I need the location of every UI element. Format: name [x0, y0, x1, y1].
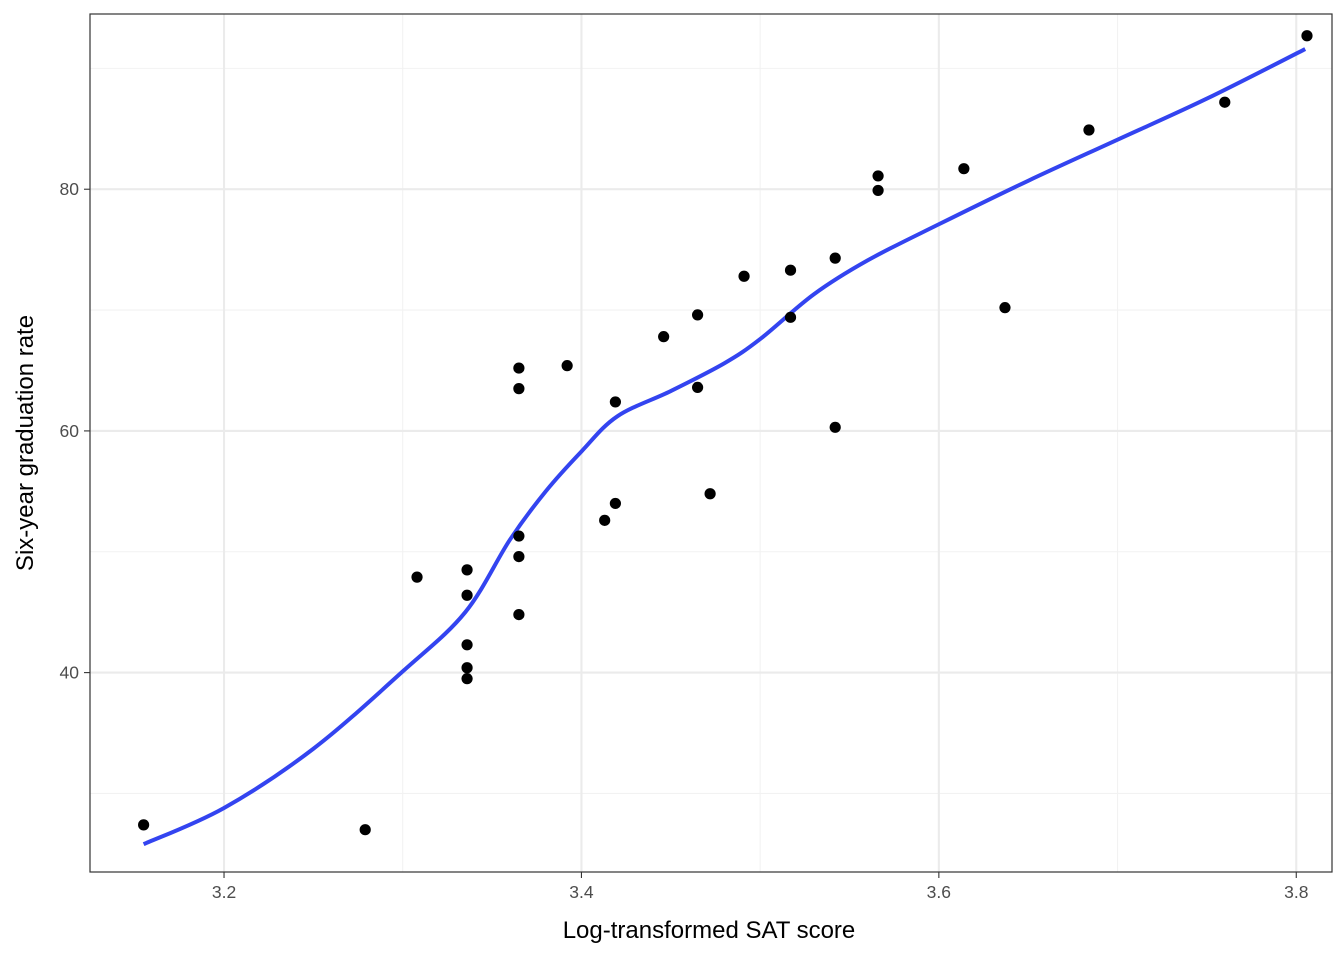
data-point	[599, 514, 611, 526]
points-layer	[138, 30, 1313, 836]
y-tick-label: 80	[60, 179, 80, 199]
data-point	[461, 589, 473, 601]
minor-gridlines	[90, 14, 1332, 872]
data-point	[704, 488, 716, 500]
smooth-layer	[142, 47, 1307, 847]
data-point	[461, 639, 473, 651]
panel-background	[90, 14, 1332, 872]
x-tick-label: 3.2	[212, 882, 236, 902]
data-point	[691, 381, 704, 394]
data-point	[784, 311, 797, 323]
data-point	[513, 362, 525, 374]
data-point	[691, 309, 704, 321]
x-axis: 3.2 3.4 3.6 3.8	[212, 872, 1308, 902]
data-point	[958, 163, 970, 175]
x-tick-label: 3.8	[1284, 882, 1308, 902]
data-point	[1083, 124, 1095, 136]
y-tick-label: 60	[60, 421, 80, 441]
data-point	[872, 184, 884, 197]
data-point	[513, 383, 525, 395]
y-axis-title: Six-year graduation rate	[12, 315, 39, 571]
data-point	[738, 270, 750, 282]
panel-border	[89, 13, 1333, 873]
y-tick-label: 40	[60, 663, 80, 683]
data-point	[609, 497, 621, 510]
data-point	[784, 264, 797, 276]
x-axis-title: Log-transformed SAT score	[563, 917, 856, 944]
data-point	[461, 662, 473, 674]
x-tick-label: 3.6	[927, 882, 951, 902]
x-tick-label: 3.4	[569, 882, 594, 902]
data-point	[461, 673, 473, 685]
data-point	[829, 252, 841, 264]
data-point	[513, 550, 525, 563]
data-point	[461, 564, 473, 576]
data-point	[872, 170, 884, 182]
data-point	[561, 360, 573, 372]
data-point	[609, 396, 621, 408]
data-point	[138, 819, 150, 831]
smooth-line	[142, 47, 1307, 847]
data-point	[359, 824, 371, 836]
data-point	[513, 609, 525, 621]
major-gridlines	[90, 14, 1332, 872]
data-point	[999, 302, 1011, 314]
data-point	[829, 421, 841, 433]
data-point	[1301, 30, 1313, 42]
data-point	[658, 331, 670, 343]
data-point	[1219, 96, 1231, 108]
data-point	[513, 530, 525, 542]
data-point	[411, 571, 423, 583]
y-axis: 40 60 80	[60, 179, 90, 683]
